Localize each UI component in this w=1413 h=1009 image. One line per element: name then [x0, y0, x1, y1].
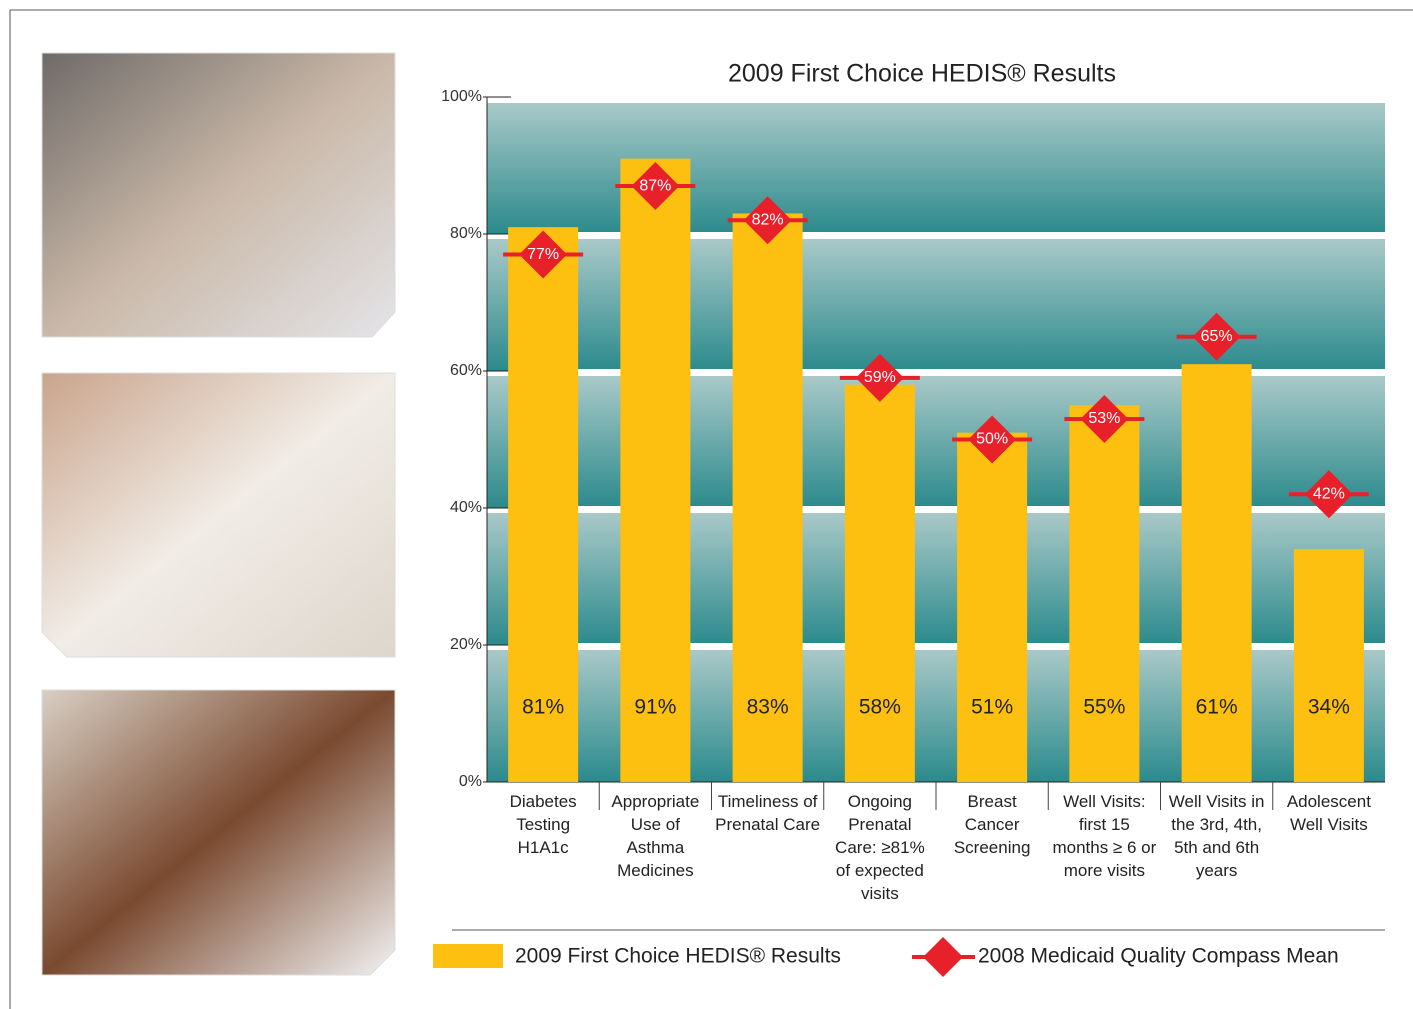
bar: [957, 433, 1027, 782]
x-tick-label: Diabetes Testing H1A1c: [489, 790, 597, 859]
value-label: 87%: [639, 177, 671, 194]
x-tick-label: Well Visits: first 15 months ≥ 6 or more…: [1050, 790, 1158, 882]
x-tick-label: Appropriate Use of Asthma Medicines: [601, 790, 709, 882]
legend-label: 2009 First Choice HEDIS® Results: [515, 945, 841, 968]
legend-label: 2008 Medicaid Quality Compass Mean: [978, 945, 1339, 968]
value-label: 83%: [747, 696, 789, 719]
x-tick-label: Timeliness of Prenatal Care: [714, 790, 822, 836]
x-tick-label: Breast Cancer Screening: [938, 790, 1046, 859]
y-tick-label: 100%: [441, 88, 482, 105]
value-label: 53%: [1088, 410, 1120, 427]
bar: [620, 159, 690, 782]
value-label: 50%: [976, 431, 1008, 448]
page: 2009 First Choice HEDIS® Results 2009 Fi…: [0, 0, 1413, 1009]
chart-title: 2009 First Choice HEDIS® Results: [728, 60, 1116, 88]
photo: [42, 690, 395, 975]
legend-swatch: [923, 937, 963, 977]
y-tick-label: 40%: [450, 499, 482, 516]
value-label: 82%: [752, 212, 784, 229]
value-label: 61%: [1196, 696, 1238, 719]
y-tick-label: 0%: [459, 773, 482, 790]
value-label: 59%: [864, 369, 896, 386]
photo: [42, 373, 395, 657]
y-tick-label: 80%: [450, 225, 482, 242]
value-label: 65%: [1201, 328, 1233, 345]
value-label: 55%: [1083, 696, 1125, 719]
value-label: 51%: [971, 696, 1013, 719]
y-tick-label: 20%: [450, 636, 482, 653]
value-label: 34%: [1308, 696, 1350, 719]
x-tick-label: Adolescent Well Visits: [1275, 790, 1383, 836]
x-tick-label: Ongoing Prenatal Care: ≥81% of expected …: [826, 790, 934, 905]
bar: [1182, 364, 1252, 782]
bar: [1294, 549, 1364, 782]
value-label: 91%: [634, 696, 676, 719]
legend-swatch: [433, 944, 503, 968]
y-tick-label: 60%: [450, 362, 482, 379]
value-label: 77%: [527, 246, 559, 263]
value-label: 81%: [522, 696, 564, 719]
value-label: 42%: [1313, 486, 1345, 503]
x-tick-label: Well Visits in the 3rd, 4th, 5th and 6th…: [1163, 790, 1271, 882]
photo: [42, 53, 395, 337]
bar: [845, 385, 915, 782]
bar: [1069, 405, 1139, 782]
value-label: 58%: [859, 696, 901, 719]
